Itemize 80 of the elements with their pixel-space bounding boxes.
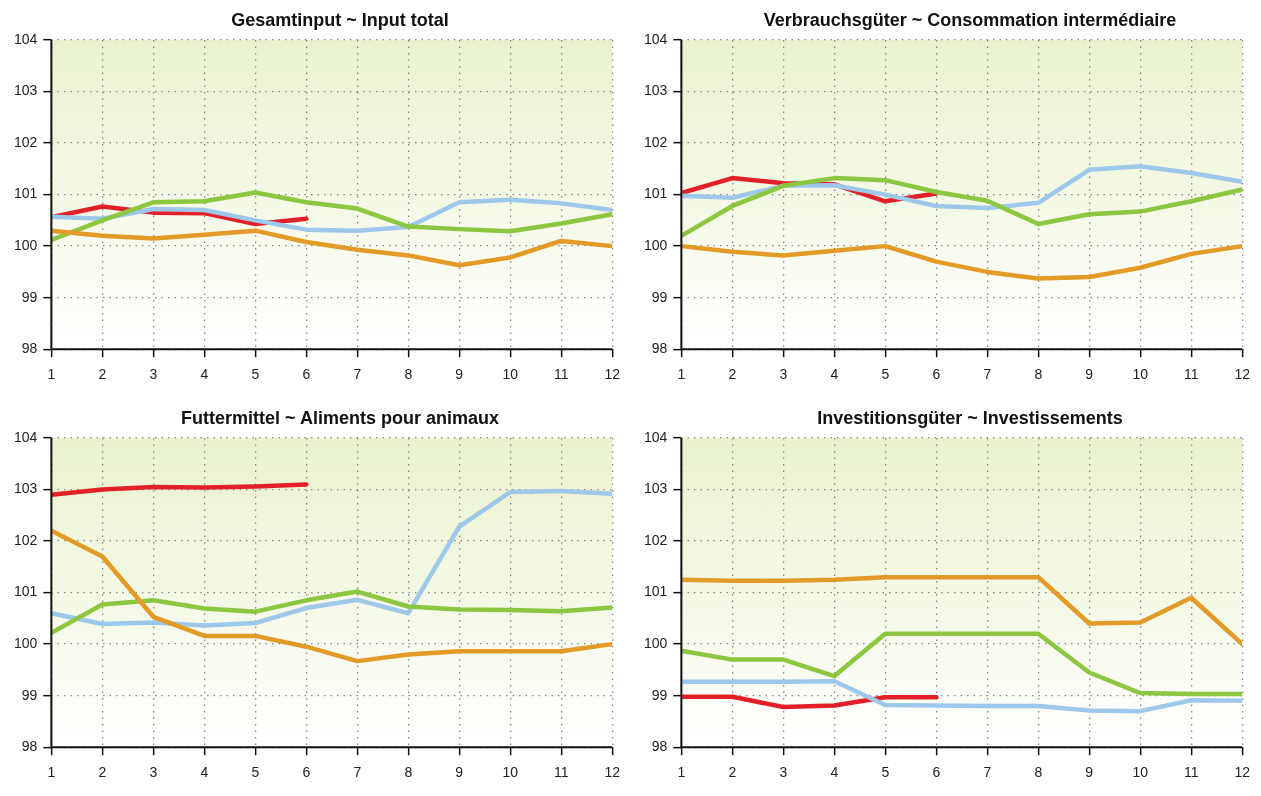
x-tick-label: 5 (251, 366, 260, 383)
x-tick-label: 4 (830, 764, 839, 781)
y-tick-label: 102 (644, 133, 668, 150)
x-tick-label: 8 (1034, 366, 1043, 383)
x-tick-label: 1 (47, 366, 56, 383)
x-tick-label: 11 (553, 764, 569, 781)
y-tick-label: 98 (651, 340, 668, 357)
x-tick-label: 3 (779, 764, 788, 781)
y-tick-label: 99 (651, 288, 668, 305)
y-tick-label: 101 (644, 185, 668, 202)
y-tick-label: 98 (21, 340, 38, 357)
x-tick-label: 3 (779, 366, 788, 383)
x-tick-label: 7 (353, 366, 362, 383)
x-tick-label: 11 (1183, 764, 1199, 781)
y-tick-label: 100 (14, 236, 38, 253)
x-tick-label: 9 (455, 764, 464, 781)
chart-title: Futtermittel ~ Aliments pour animaux (180, 408, 500, 429)
x-tick-label: 9 (1085, 366, 1094, 383)
y-tick-label: 103 (644, 480, 668, 497)
y-tick-label: 100 (14, 634, 38, 651)
x-tick-label: 2 (98, 366, 107, 383)
x-tick-label: 7 (983, 764, 992, 781)
y-tick-label: 102 (14, 133, 38, 150)
x-tick-label: 2 (728, 366, 737, 383)
y-tick-label: 98 (21, 738, 38, 755)
y-tick-label: 103 (14, 82, 38, 99)
x-tick-label: 12 (604, 366, 621, 383)
x-tick-label: 10 (1132, 366, 1149, 383)
x-tick-label: 10 (502, 764, 519, 781)
x-tick-label: 5 (881, 764, 890, 781)
x-tick-label: 2 (98, 764, 107, 781)
y-tick-label: 102 (14, 531, 38, 548)
x-tick-label: 4 (830, 366, 839, 383)
x-tick-label: 4 (200, 366, 209, 383)
y-tick-label: 100 (644, 236, 668, 253)
y-tick-label: 98 (651, 738, 668, 755)
x-tick-label: 10 (502, 366, 519, 383)
y-tick-label: 102 (644, 531, 668, 548)
y-tick-label: 100 (644, 634, 668, 651)
x-tick-label: 6 (932, 366, 941, 383)
x-tick-label: 1 (677, 366, 686, 383)
x-tick-label: 8 (1034, 764, 1043, 781)
chart-title: Gesamtinput ~ Input total (230, 10, 450, 31)
y-tick-label: 103 (644, 82, 668, 99)
y-tick-label: 99 (21, 288, 38, 305)
y-tick-label: 104 (644, 30, 668, 47)
x-tick-label: 8 (404, 764, 413, 781)
x-tick-label: 12 (604, 764, 621, 781)
x-tick-label: 5 (251, 764, 260, 781)
x-tick-label: 1 (47, 764, 56, 781)
y-tick-label: 104 (14, 30, 38, 47)
x-tick-label: 11 (553, 366, 569, 383)
x-tick-label: 6 (302, 366, 311, 383)
x-tick-label: 8 (404, 366, 413, 383)
x-tick-label: 7 (983, 366, 992, 383)
y-tick-label: 101 (14, 583, 38, 600)
x-tick-label: 10 (1132, 764, 1149, 781)
y-tick-label: 104 (14, 428, 38, 445)
y-tick-label: 101 (644, 583, 668, 600)
x-tick-label: 12 (1234, 366, 1251, 383)
y-tick-label: 104 (644, 428, 668, 445)
x-tick-label: 3 (149, 366, 158, 383)
x-tick-label: 2 (728, 764, 737, 781)
x-tick-label: 6 (302, 764, 311, 781)
x-tick-label: 9 (1085, 764, 1094, 781)
x-tick-label: 4 (200, 764, 209, 781)
chart-title: Verbrauchsgüter ~ Consommation intermédiaire (762, 10, 1178, 31)
x-tick-label: 5 (881, 366, 890, 383)
x-tick-label: 6 (932, 764, 941, 781)
x-tick-label: 3 (149, 764, 158, 781)
y-tick-label: 101 (14, 185, 38, 202)
x-tick-label: 11 (1183, 366, 1199, 383)
y-tick-label: 99 (21, 686, 38, 703)
x-tick-label: 12 (1234, 764, 1251, 781)
x-tick-label: 1 (677, 764, 686, 781)
y-tick-label: 99 (651, 686, 668, 703)
x-tick-label: 7 (353, 764, 362, 781)
x-tick-label: 9 (455, 366, 464, 383)
chart-title: Investitionsgüter ~ Investissements (816, 408, 1124, 429)
y-tick-label: 103 (14, 480, 38, 497)
